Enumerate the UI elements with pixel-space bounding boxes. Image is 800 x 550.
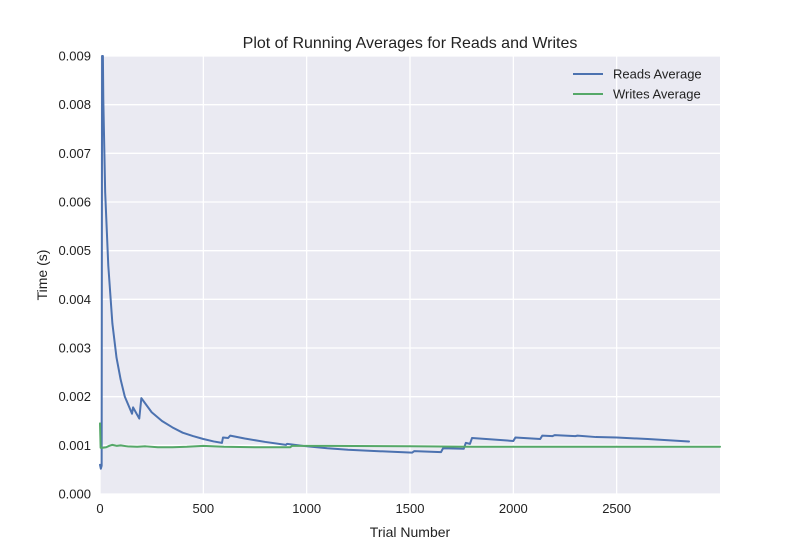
x-tick-label: 1000 <box>292 501 321 516</box>
x-axis-label: Trial Number <box>370 524 451 540</box>
y-tick-label: 0.004 <box>58 292 91 307</box>
y-tick-label: 0.009 <box>58 49 91 64</box>
y-tick-label: 0.000 <box>58 487 91 502</box>
y-tick-label: 0.001 <box>58 438 91 453</box>
series-line-reads-average <box>99 55 690 470</box>
x-axis-ticks: 0 500 1000 1500 2000 2500 <box>96 501 631 516</box>
y-tick-label: 0.002 <box>58 389 91 404</box>
y-tick-label: 0.003 <box>58 341 91 356</box>
x-tick-label: 2500 <box>602 501 631 516</box>
x-tick-label: 0 <box>96 501 103 516</box>
y-tick-label: 0.005 <box>58 243 91 258</box>
series-layer <box>99 55 721 470</box>
x-tick-label: 2000 <box>499 501 528 516</box>
y-tick-label: 0.007 <box>58 146 91 161</box>
chart-title: Plot of Running Averages for Reads and W… <box>243 35 578 52</box>
y-tick-label: 0.008 <box>58 97 91 112</box>
x-tick-label: 1500 <box>396 501 425 516</box>
legend-label: Reads Average <box>613 67 702 82</box>
series-line-writes-average <box>99 422 721 449</box>
legend: Reads Average Writes Average <box>573 67 702 102</box>
y-tick-label: 0.006 <box>58 195 91 210</box>
x-tick-label: 500 <box>192 501 214 516</box>
legend-label: Writes Average <box>613 87 701 102</box>
y-axis-label: Time (s) <box>34 250 50 301</box>
y-axis-ticks: 0.000 0.001 0.002 0.003 0.004 0.005 0.006 0.007… <box>58 49 91 502</box>
